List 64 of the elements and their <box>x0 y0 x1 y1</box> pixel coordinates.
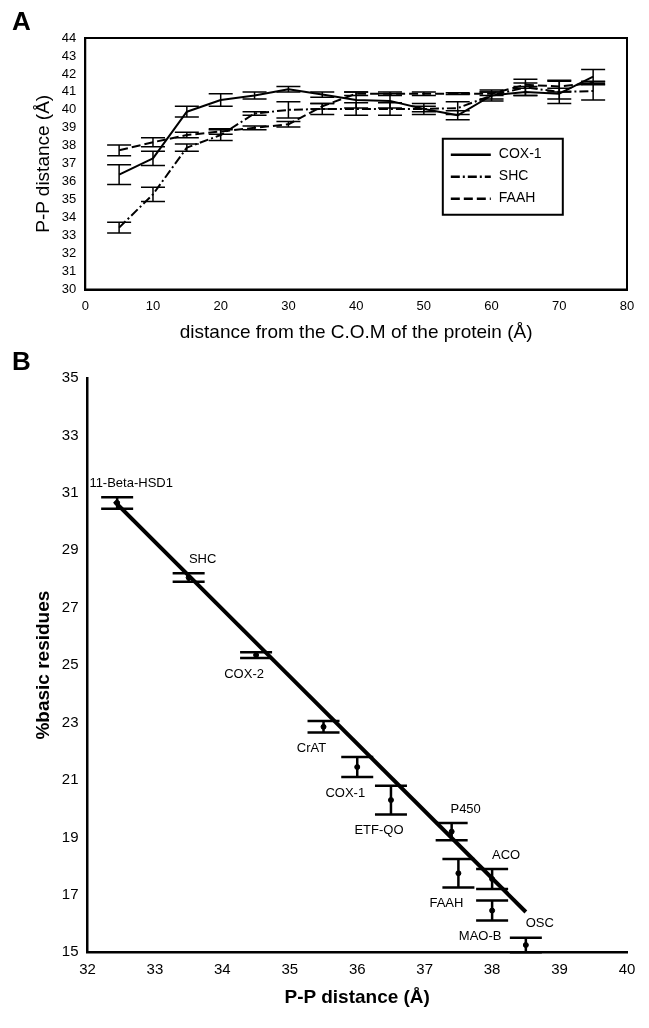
annotation: SHC <box>188 550 217 566</box>
x-tick-label: 30 <box>281 297 296 313</box>
y-tick-label: 44 <box>61 29 77 45</box>
y-tick-label: 34 <box>61 209 77 225</box>
x-tick-label: 60 <box>484 297 499 313</box>
y-tick-label: 31 <box>61 263 77 279</box>
y-tick-label: 17 <box>61 884 79 902</box>
y-tick-label: 15 <box>61 942 79 960</box>
y-tick-label: 39 <box>61 119 77 135</box>
annotation: FAAH <box>429 895 464 911</box>
x-tick-label: 33 <box>146 960 164 978</box>
y-tick-label: 40 <box>61 101 77 117</box>
x-tick-label: 37 <box>416 960 434 978</box>
x-tick-label: 50 <box>416 297 432 313</box>
legend-label: SHC <box>498 167 529 184</box>
x-tick-label: 80 <box>619 297 635 313</box>
chart-title: A <box>12 6 31 37</box>
y-tick-label: 23 <box>61 712 79 730</box>
y-tick-label: 33 <box>61 227 77 243</box>
x-tick-label: 70 <box>552 297 567 313</box>
x-tick-label: 20 <box>213 297 228 313</box>
y-tick-label: 25 <box>61 655 79 673</box>
y-tick-label: 43 <box>61 47 77 63</box>
y-tick-label: 19 <box>61 827 79 845</box>
x-tick-label: 39 <box>551 960 568 978</box>
y-tick-label: 30 <box>61 281 77 297</box>
legend-label: FAAH <box>498 189 536 206</box>
x-tick-label: 36 <box>348 960 366 978</box>
chart-title: B <box>12 346 31 377</box>
y-tick-label: 35 <box>61 191 77 207</box>
x-axis-title: distance from the C.O.M of the protein (Å) <box>179 320 533 342</box>
annotation: ETF-QO <box>354 821 404 837</box>
annotation: COX-1 <box>325 784 366 800</box>
x-tick-label: 38 <box>483 960 501 978</box>
y-tick-label: 36 <box>61 173 77 189</box>
x-tick-label: 32 <box>79 960 96 978</box>
x-tick-label: 10 <box>145 297 161 313</box>
y-tick-label: 29 <box>61 540 79 558</box>
y-tick-label: 27 <box>61 597 79 615</box>
x-tick-label: 35 <box>281 960 299 978</box>
x-tick-label: 40 <box>618 960 636 978</box>
y-tick-label: 33 <box>61 425 79 443</box>
x-tick-label: 0 <box>81 297 89 313</box>
y-tick-label: 35 <box>61 368 79 386</box>
y-axis-title: P-P distance (Å) <box>31 94 53 233</box>
annotation: COX-2 <box>224 665 264 681</box>
x-axis-title: P-P distance (Å) <box>284 985 430 1007</box>
annotation: P450 <box>450 800 481 816</box>
y-tick-label: 37 <box>61 155 77 171</box>
annotation: 11-Beta-HSD1 <box>89 474 173 490</box>
x-tick-label: 40 <box>348 297 364 313</box>
y-tick-label: 42 <box>61 65 77 81</box>
annotation: CrAT <box>296 740 327 756</box>
y-tick-label: 32 <box>61 245 77 261</box>
legend-label: COX-1 <box>498 145 542 162</box>
y-tick-label: 21 <box>61 770 79 788</box>
annotation: MAO-B <box>458 928 502 944</box>
x-tick-label: 34 <box>214 960 231 978</box>
annotation: OSC <box>525 915 554 931</box>
y-tick-label: 38 <box>61 137 77 153</box>
y-tick-label: 31 <box>61 482 79 500</box>
annotation: ACO <box>492 846 521 862</box>
y-tick-label: 41 <box>61 83 77 99</box>
y-axis-title: %basic residues <box>31 590 53 740</box>
